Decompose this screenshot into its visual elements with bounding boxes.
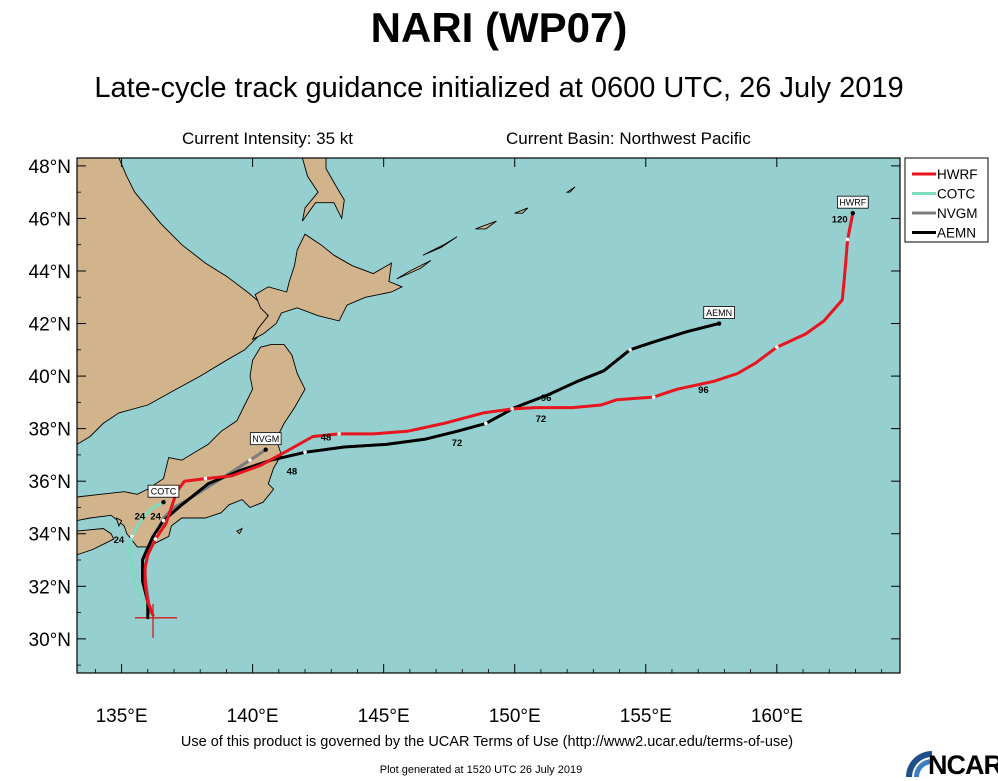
- axes-layer: COTC NVGM AEMN HWRF 135°E 140°E 145°E 150°E 155°…: [29, 157, 900, 727]
- track-tick: [130, 534, 134, 539]
- time-label: 120: [832, 214, 848, 225]
- x-tick-label: 145°E: [358, 706, 410, 727]
- chart-subtitle: Late-cycle track guidance initialized at…: [94, 72, 904, 104]
- track-tick: [651, 395, 656, 399]
- land-shape: [396, 260, 432, 280]
- track-end-dot: [161, 500, 166, 505]
- track-line-cotc: [127, 500, 165, 617]
- time-label: 96: [541, 393, 552, 404]
- x-tick-label: 155°E: [620, 706, 672, 727]
- track-tick: [775, 345, 779, 349]
- plot-ocean-background: [77, 158, 900, 673]
- land-layer: [77, 158, 576, 556]
- track-tick: [203, 476, 208, 481]
- track-tick: [337, 432, 341, 436]
- end-label-aemn: AEMN: [706, 308, 732, 318]
- track-tick: [484, 421, 488, 426]
- land-shape: [422, 236, 458, 256]
- end-label-hwrf: HWRF: [839, 198, 866, 208]
- land-shape: [514, 207, 529, 214]
- track-end-dot: [716, 321, 722, 326]
- land-shape: [251, 233, 404, 341]
- x-tick-label: 160°E: [751, 706, 803, 727]
- time-label: 96: [698, 385, 709, 396]
- end-label-nvgm: NVGM: [252, 434, 279, 444]
- track-tick: [510, 407, 514, 411]
- land-shape: [236, 527, 244, 535]
- track-tick: [628, 348, 632, 352]
- y-tick-label: 40°N: [29, 367, 71, 388]
- current-basin-label: Current Basin: Northwest Pacific: [506, 129, 751, 148]
- legend-box: [904, 157, 989, 243]
- track-tick: [845, 237, 850, 242]
- legend-label-hwrf: HWRF: [937, 167, 978, 182]
- current-position-layer: [135, 603, 178, 638]
- time-label: 24: [150, 511, 161, 522]
- time-label: 24: [114, 535, 125, 546]
- x-tick-label: 140°E: [227, 706, 279, 727]
- time-label: 48: [287, 467, 298, 478]
- legend-label-aemn: AEMN: [937, 226, 976, 241]
- terms-of-use-text: Use of this product is governed by the U…: [180, 734, 794, 750]
- ncar-logo-icon: [906, 751, 932, 777]
- y-tick-label: 46°N: [29, 209, 71, 230]
- plot-generated-text: Plot generated at 1520 UTC 26 July 2019: [379, 764, 583, 776]
- track-tick: [161, 518, 166, 523]
- end-label-box-hwrf: [837, 195, 869, 209]
- time-label: 72: [452, 438, 463, 449]
- legend-label-cotc: COTC: [937, 187, 975, 202]
- land-shape: [77, 344, 306, 548]
- track-tick: [303, 450, 307, 455]
- end-label-cotc: COTC: [151, 487, 177, 497]
- track-end-dot: [850, 210, 856, 216]
- y-tick-label: 36°N: [29, 472, 71, 493]
- y-tick-label: 34°N: [29, 525, 71, 546]
- y-tick-label: 44°N: [29, 262, 71, 283]
- y-tick-label: 38°N: [29, 420, 71, 441]
- x-tick-label: 135°E: [96, 706, 148, 727]
- land-shape: [301, 158, 345, 222]
- track-end-dot: [263, 447, 268, 452]
- land-shape: [475, 220, 497, 230]
- ncar-logo-text: NCAR: [928, 750, 998, 780]
- chart-title: NARI (WP07): [370, 4, 628, 51]
- y-tick-label: 42°N: [29, 315, 71, 336]
- land-shape: [565, 186, 576, 193]
- land-shape: [115, 517, 123, 528]
- time-label: 24: [135, 511, 146, 522]
- y-tick-label: 48°N: [29, 157, 71, 178]
- y-tick-label: 30°N: [29, 630, 71, 651]
- end-label-box-nvgm: [249, 432, 282, 446]
- end-label-box-aemn: [703, 306, 735, 319]
- time-label: 72: [536, 414, 547, 425]
- tracks-layer: 24 24 24 48 72 96 48 72 96 120: [114, 210, 856, 620]
- end-label-box-cotc: [147, 484, 180, 498]
- land-shape: [77, 528, 115, 556]
- x-tick-label: 150°E: [489, 706, 541, 727]
- track-tick: [248, 458, 252, 462]
- legend-label-nvgm: NVGM: [937, 206, 978, 221]
- track-line-aemn: [141, 322, 721, 620]
- y-tick-label: 32°N: [29, 577, 71, 598]
- legend: HWRF COTC NVGM AEMN: [904, 157, 989, 243]
- current-intensity-label: Current Intensity: 35 kt: [182, 129, 354, 148]
- time-label: 48: [321, 433, 332, 444]
- track-tick: [153, 537, 158, 541]
